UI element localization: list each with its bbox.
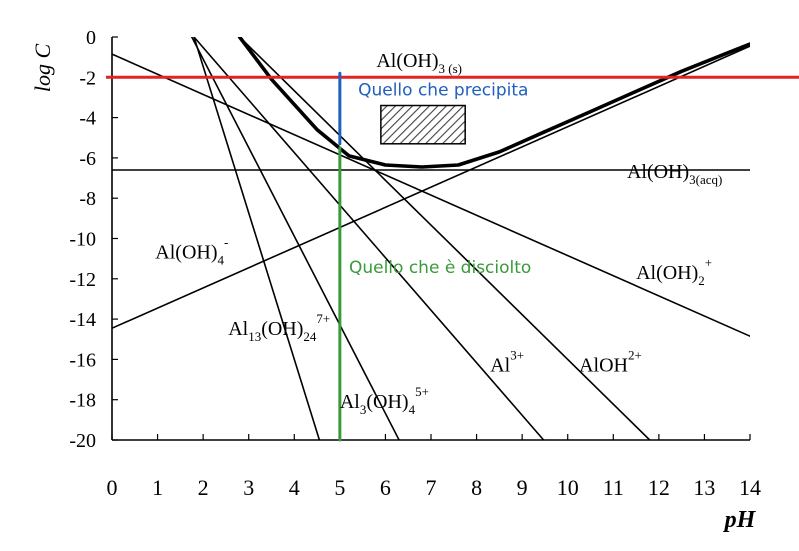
y-tick-label: -4: [79, 108, 96, 130]
label-part: 3(acq): [689, 172, 722, 187]
y-tick-label: -8: [79, 188, 96, 210]
y-tick-label: 0: [86, 27, 96, 49]
x-tick-label: 8: [471, 475, 482, 500]
x-tick-label: 14: [739, 475, 761, 500]
series-line: [193, 37, 545, 440]
x-tick-label: 9: [517, 475, 528, 500]
highlight-lines: [106, 71, 799, 442]
species-label: Al(OH)3 (s): [376, 50, 462, 76]
species-labels: Al(OH)3 (s)Al(OH)3(acq)Al(OH)4-Al(OH)2+A…: [155, 50, 722, 417]
series-lines: [112, 37, 750, 440]
series-line: [193, 37, 321, 440]
label-part: -: [224, 235, 228, 250]
x-tick-label: 3: [243, 475, 254, 500]
y-tick-label: -6: [79, 148, 96, 170]
y-tick-label: -10: [69, 229, 96, 251]
label-part: Al(OH): [376, 50, 438, 72]
series-line: [237, 37, 750, 169]
series-line: [112, 53, 750, 338]
y-tick-label: -16: [69, 349, 96, 371]
x-tick-label: 5: [334, 475, 345, 500]
series-line: [112, 45, 750, 330]
species-label: Al(OH)2+: [636, 255, 712, 288]
label-part: Al: [228, 318, 248, 340]
label-part: Al: [490, 354, 510, 376]
label-part: Al(OH): [155, 242, 217, 264]
x-tick-label: 6: [380, 475, 391, 500]
y-axis-title: log C: [30, 44, 55, 93]
x-tick-label: 11: [603, 475, 624, 500]
y-tick-label: -20: [69, 430, 96, 452]
y-tick-label: -2: [79, 67, 96, 89]
series-line: [191, 37, 400, 440]
annotation-label: Quello che precipita: [358, 80, 528, 100]
hatched-box: [380, 104, 466, 145]
species-label: Al13(OH)24 7+: [228, 311, 330, 344]
x-tick-label: 13: [693, 475, 715, 500]
label-part: 3+: [510, 347, 524, 362]
label-part: 7+: [316, 311, 330, 326]
label-part: 2: [698, 273, 705, 288]
label-part: 4: [218, 253, 225, 268]
species-label: Al3+: [490, 347, 524, 376]
x-tick-label: 4: [289, 475, 300, 500]
species-label: Al(OH)3(acq): [627, 161, 722, 187]
axes: 0 1 2 3 4 5 6 7 8 9 10 11 12 13 140-2-4-6-8-10-12-14-1…: [69, 27, 761, 500]
annotation-label: Quello che è disciolto: [349, 258, 531, 278]
x-tick-label: 0: [107, 475, 118, 500]
x-tick-label: 1: [152, 475, 163, 500]
x-tick-label: 12: [648, 475, 670, 500]
label-part: 2+: [628, 347, 642, 362]
label-part: 5+: [415, 384, 429, 399]
series-line: [238, 37, 651, 440]
x-tick-label: 7: [426, 475, 437, 500]
label-part: +: [705, 255, 712, 270]
label-part: 24: [303, 329, 317, 344]
species-label: Al(OH)4 -: [155, 235, 228, 268]
y-tick-label: -14: [69, 309, 96, 331]
x-axis-title: pH: [723, 507, 757, 533]
label-part: 4: [409, 402, 416, 417]
label-part: (OH): [366, 391, 408, 413]
x-tick-label: 2: [198, 475, 209, 500]
species-label: AlOH2+: [579, 347, 642, 376]
x-tick-label: 10: [557, 475, 579, 500]
label-part: Al(OH): [627, 161, 689, 183]
y-tick-label: -12: [69, 269, 96, 291]
label-part: 3 (s): [439, 61, 462, 76]
y-tick-label: -18: [69, 390, 96, 412]
label-part: 13: [248, 329, 261, 344]
label-part: Al: [340, 391, 360, 413]
species-label: Al3(OH)4 5+: [340, 384, 429, 417]
label-part: AlOH: [579, 354, 628, 376]
label-part: 3: [360, 402, 367, 417]
label-part: (OH): [261, 318, 303, 340]
label-part: Al(OH): [636, 262, 698, 284]
